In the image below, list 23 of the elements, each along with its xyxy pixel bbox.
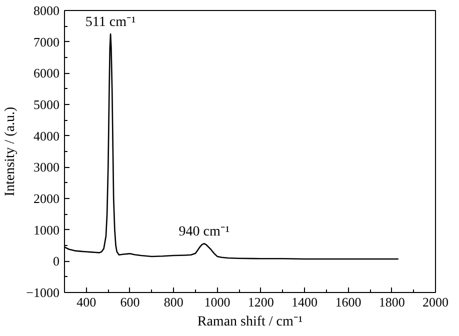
y-axis-title: Intensity / (a.u.) xyxy=(3,106,18,196)
annotation: 511 cm⁻¹ xyxy=(85,15,136,30)
x-tick-label: 1200 xyxy=(248,294,274,310)
y-tick-label: −1000 xyxy=(26,285,60,300)
x-tick-label: 600 xyxy=(120,294,140,310)
x-tick-label: 1800 xyxy=(378,294,405,310)
y-tick-label: 2000 xyxy=(34,191,60,206)
y-tick-label: 8000 xyxy=(34,3,60,18)
y-tick-label: 6000 xyxy=(34,66,60,81)
y-tick-label: 1000 xyxy=(34,222,60,238)
y-tick-label: 5000 xyxy=(34,97,60,112)
x-tick-label: 2000 xyxy=(422,294,448,310)
y-tick-label: 4000 xyxy=(34,128,60,144)
annotation: 940 cm⁻¹ xyxy=(178,224,230,240)
y-tick-label: 7000 xyxy=(34,34,60,50)
x-tick-label: 800 xyxy=(164,294,184,310)
y-tick-label: 3000 xyxy=(34,160,60,175)
x-tick-label: 1400 xyxy=(292,294,318,310)
x-tick-label: 400 xyxy=(76,294,96,310)
x-tick-label: 1600 xyxy=(335,294,362,310)
y-tick-label: 0 xyxy=(53,254,60,269)
x-tick-label: 1000 xyxy=(204,294,230,310)
x-axis-title: Raman shift / cm⁻¹ xyxy=(197,314,303,330)
